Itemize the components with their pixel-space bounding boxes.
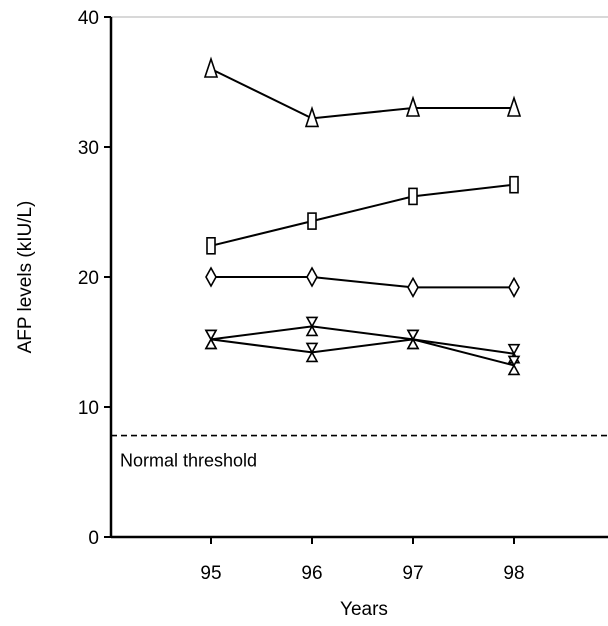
square-marker [408,187,418,206]
diamond-marker [205,266,217,288]
y-axis-title: AFP levels (kIU/L) [15,201,36,354]
triangle-marker [304,105,320,128]
diamond-marker [508,276,520,299]
diamond-marker [407,276,419,299]
y-tick-label: 20 [78,268,99,289]
y-tick-label: 40 [78,8,99,29]
series-3 [205,266,520,299]
square-marker [509,175,519,194]
x-axis-title: Years [340,599,388,620]
series-line [210,338,515,367]
diamond-marker [306,266,318,288]
square-marker [307,212,317,230]
square-marker [206,237,216,255]
x-tick-label: 98 [503,563,524,584]
triangle-marker [203,56,219,78]
triangle-marker [405,95,421,117]
y-tick-label: 10 [78,398,99,419]
x-tick-label: 96 [301,563,322,584]
threshold-label: Normal threshold [120,451,257,471]
hourglass-marker [204,329,218,350]
hourglass-marker [507,355,521,376]
x-tick-label: 95 [200,563,221,584]
series-line [210,325,515,355]
triangle-marker [506,95,522,117]
series-1 [203,56,522,128]
y-tick-label: 0 [88,528,99,549]
y-tick-label: 30 [78,138,99,159]
series-line [211,276,514,289]
hourglass-marker [406,329,420,350]
series-5 [204,329,521,376]
series-line [210,183,515,247]
hourglass-marker [305,342,319,363]
x-tick-label: 97 [402,563,423,584]
series-line [210,68,514,120]
hourglass-marker [305,316,319,337]
series-4 [204,316,521,364]
series-2 [206,175,519,255]
